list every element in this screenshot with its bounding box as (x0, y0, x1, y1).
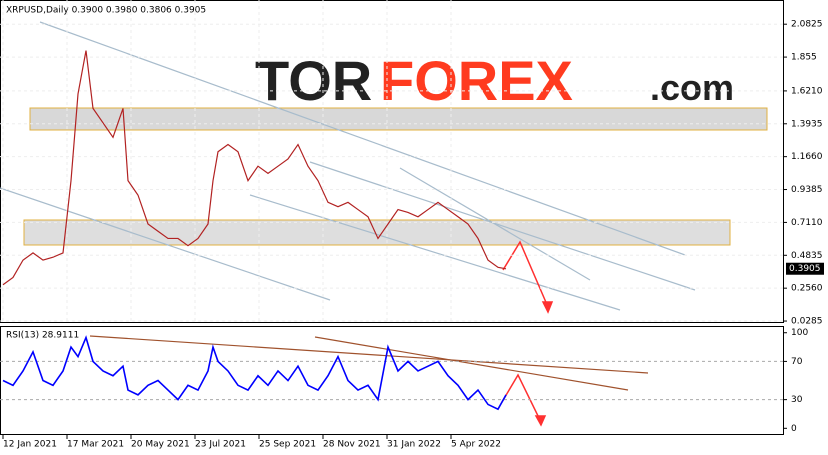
logo-forex: FOREX (380, 49, 573, 112)
y-tick-label: 1.3935 (791, 119, 823, 129)
chart-title: XRPUSD,Daily 0.3900 0.3980 0.3806 0.3905 (6, 6, 206, 16)
price-tag: 0.3905 (789, 264, 821, 274)
x-tick-label: 20 May 2021 (131, 440, 190, 450)
y-tick-label: 1.855 (791, 53, 817, 63)
y-tick-label: 1.6210 (791, 86, 823, 96)
y-tick-label: 0.2560 (791, 284, 823, 294)
x-tick-label: 23 Jul 2021 (195, 440, 246, 450)
x-tick-label: 5 Apr 2022 (451, 440, 501, 450)
y-tick-label: 1.1660 (791, 152, 823, 162)
y-tick-label: 0.0285 (791, 317, 823, 327)
price-panel (0, 0, 784, 323)
y-tick-label: 70 (791, 357, 803, 367)
resistance-zone (29, 107, 768, 131)
x-tick-label: 12 Jan 2021 (3, 440, 57, 450)
logo-tor: TOR (255, 49, 372, 112)
forecast-arrows (501, 240, 554, 427)
y-tick-label: 0.7110 (791, 218, 823, 228)
y-tick-label: 2.0825 (791, 20, 823, 30)
rsi-title: RSI(13) 28.9111 (6, 331, 79, 341)
series-line (2, 335, 507, 411)
rsi-panel (0, 326, 784, 435)
x-tick-label: 17 Mar 2021 (67, 440, 124, 450)
support-zone (23, 219, 731, 246)
x-tick-label: 25 Sep 2021 (259, 440, 316, 450)
rsi-trend-lines (89, 335, 649, 391)
y-tick-label: 0.9385 (791, 185, 823, 195)
logo-com: .com (650, 67, 734, 108)
y-tick-label: 30 (791, 395, 803, 405)
trend-lines (0, 21, 696, 311)
x-tick-label: 31 Jan 2022 (387, 440, 441, 450)
y-tick-label: 0 (791, 424, 797, 434)
series-line (2, 50, 507, 286)
y-tick-label: 100 (791, 328, 808, 338)
y-tick-label: 0.4835 (791, 251, 823, 261)
x-tick-label: 28 Nov 2021 (323, 440, 381, 450)
price-tag-bg (786, 262, 824, 275)
